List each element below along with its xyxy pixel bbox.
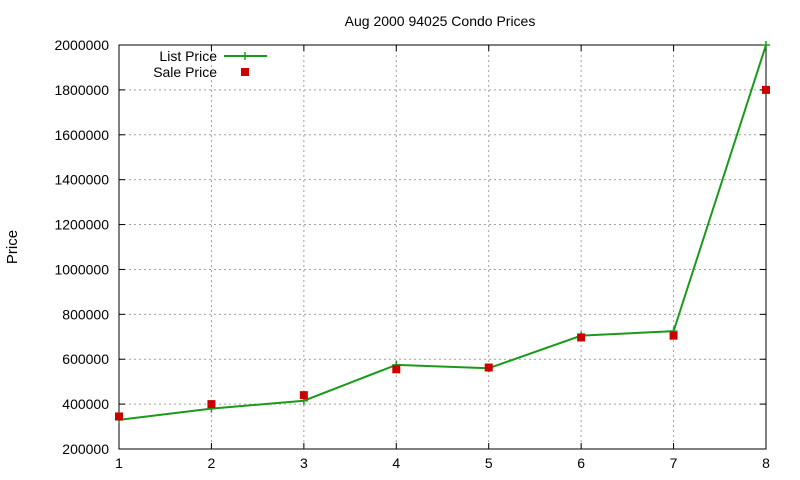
x-tick-label: 7 — [670, 455, 678, 471]
sale-price-point — [115, 412, 123, 421]
y-tick-label: 600000 — [62, 351, 109, 367]
y-tick-label: 1400000 — [54, 172, 109, 188]
grid — [119, 45, 766, 449]
y-tick-label: 400000 — [62, 396, 109, 412]
list-price-point — [762, 41, 770, 49]
y-tick-label: 800000 — [62, 306, 109, 322]
axes: 2000004000006000008000001000000120000014… — [54, 37, 770, 471]
y-tick-label: 200000 — [62, 441, 109, 457]
sale-price-point — [669, 331, 678, 340]
legend-label-sale-price: Sale Price — [153, 64, 217, 80]
y-tick-label: 1800000 — [54, 82, 109, 98]
y-tick-label: 2000000 — [54, 37, 109, 53]
legend-label-list-price: List Price — [159, 48, 217, 64]
chart-title: Aug 2000 94025 Condo Prices — [345, 13, 536, 29]
sale-price-point — [577, 333, 586, 342]
plot-border — [118, 44, 767, 450]
x-tick-label: 6 — [577, 455, 585, 471]
y-axis-label: Price — [4, 230, 21, 264]
x-tick-label: 4 — [392, 455, 400, 471]
sale-price-point — [484, 363, 493, 372]
sale-price-point — [299, 391, 308, 400]
x-tick-label: 1 — [115, 455, 123, 471]
sale-price-point — [762, 85, 770, 94]
sale-price-point — [392, 365, 401, 374]
x-tick-label: 8 — [762, 455, 770, 471]
sale-price-point — [207, 400, 216, 409]
legend-swatch-sale-price — [241, 68, 249, 76]
x-tick-label: 3 — [300, 455, 308, 471]
plot-series — [115, 41, 770, 424]
y-tick-label: 1600000 — [54, 127, 109, 143]
x-tick-label: 2 — [208, 455, 216, 471]
list-price-line — [118, 44, 767, 421]
x-tick-label: 5 — [485, 455, 493, 471]
y-tick-label: 1200000 — [54, 217, 109, 233]
y-tick-label: 1000000 — [54, 261, 109, 277]
